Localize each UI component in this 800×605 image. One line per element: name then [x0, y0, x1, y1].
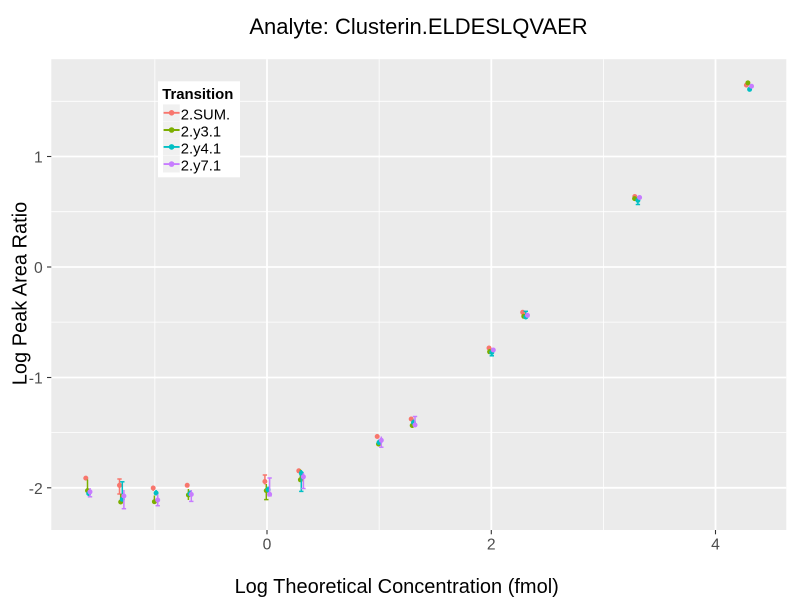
svg-text:1: 1: [34, 150, 43, 167]
svg-text:Transition: Transition: [162, 87, 233, 103]
svg-text:2.y4.1: 2.y4.1: [181, 141, 221, 157]
svg-text:Analyte: Clusterin.ELDESLQVAER: Analyte: Clusterin.ELDESLQVAER: [249, 14, 587, 39]
svg-text:Log Peak Area Ratio: Log Peak Area Ratio: [10, 202, 32, 385]
svg-text:2.SUM.: 2.SUM.: [181, 107, 230, 123]
svg-text:0: 0: [263, 537, 272, 554]
svg-text:-2: -2: [29, 481, 43, 498]
svg-text:2.y7.1: 2.y7.1: [181, 159, 221, 175]
svg-text:Log Theoretical Concentration: Log Theoretical Concentration (fmol): [235, 576, 559, 598]
svg-text:2.y3.1: 2.y3.1: [181, 125, 221, 141]
svg-text:4: 4: [711, 537, 720, 554]
svg-text:-1: -1: [29, 371, 43, 388]
svg-text:2: 2: [487, 537, 496, 554]
svg-text:0: 0: [34, 260, 43, 277]
